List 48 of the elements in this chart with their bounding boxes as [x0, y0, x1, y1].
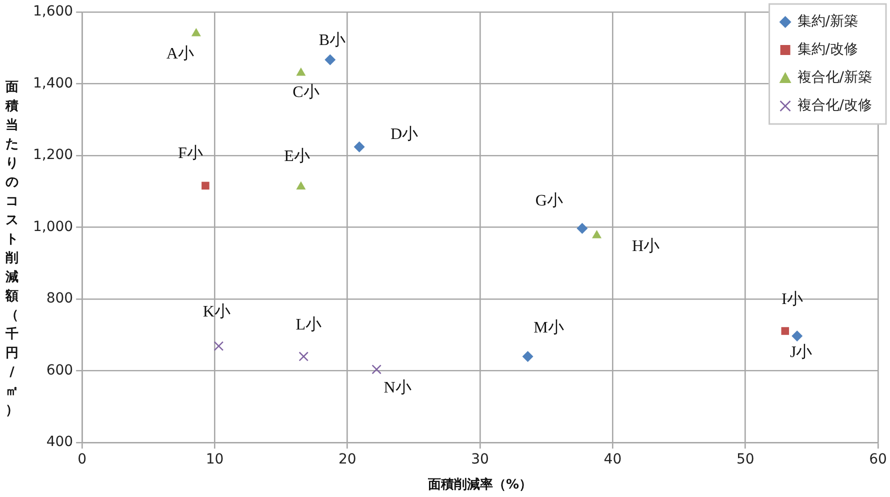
x-tick-label: 40 — [604, 452, 622, 468]
point — [792, 330, 803, 342]
text: 面積当たりのコスト削減額（千円/㎡） — [6, 80, 18, 418]
x-tick-label: 60 — [869, 452, 887, 468]
point — [576, 222, 588, 234]
point — [522, 350, 534, 362]
x-axis-title: 面積削減率（%） — [427, 476, 532, 493]
x-tick-label: 0 — [78, 452, 87, 468]
legend-label: 集約/改修 — [797, 42, 858, 58]
annotation: K小 — [202, 302, 230, 320]
annotation: L小 — [296, 316, 322, 334]
y-tick-label: 800 — [46, 290, 74, 307]
y-tick-label: 1,000 — [32, 218, 74, 235]
point — [298, 352, 309, 362]
x-tick-label: 30 — [471, 452, 489, 468]
y-tick-label: 1,200 — [32, 147, 74, 164]
y-tick-label: 600 — [46, 362, 74, 378]
point — [296, 68, 306, 76]
point — [296, 181, 306, 190]
point — [592, 230, 602, 238]
legend-label: 複合化/改修 — [797, 98, 872, 114]
point — [324, 54, 336, 66]
legend-label: 複合化/新築 — [797, 70, 872, 86]
x-tick-label: 20 — [338, 452, 356, 468]
annotation: H小 — [632, 236, 660, 255]
annotation: B小 — [318, 30, 346, 49]
annotation: A小 — [166, 44, 194, 63]
point — [202, 182, 210, 190]
legend-label: 集約/新築 — [797, 14, 858, 30]
point — [354, 141, 365, 152]
point — [372, 364, 382, 374]
annotation: I小 — [781, 290, 803, 308]
y-tick-label: 400 — [46, 434, 74, 450]
annotation: E小 — [284, 146, 310, 165]
annotation: N小 — [384, 378, 412, 397]
x-tick-label: 50 — [736, 452, 754, 468]
y-tick-label: 1,600 — [32, 4, 74, 20]
point — [191, 28, 201, 36]
annotation: J小 — [790, 343, 812, 362]
x-tick-label: 10 — [206, 452, 224, 468]
point — [781, 327, 790, 335]
annotation: F小 — [178, 144, 203, 162]
annotation: D小 — [390, 125, 418, 144]
annotation: C小 — [292, 83, 320, 102]
y-tick-label: 1,400 — [32, 75, 74, 92]
point — [214, 341, 224, 351]
annotation: M小 — [534, 318, 564, 337]
annotation: G小 — [535, 192, 563, 210]
